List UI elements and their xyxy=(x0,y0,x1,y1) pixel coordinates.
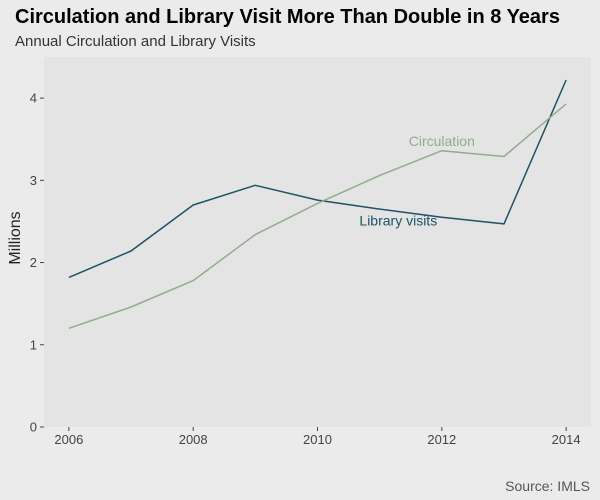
library-visits-label: Library visits xyxy=(359,213,437,229)
y-tick-label: 2 xyxy=(30,255,37,270)
source-caption: Source: IMLS xyxy=(505,478,590,494)
chart-title: Circulation and Library Visit More Than … xyxy=(15,6,560,28)
library-visits-line xyxy=(68,79,567,279)
x-tick-label: 2012 xyxy=(427,432,456,447)
axes: 0 1 2 3 4 2006 2008 2010 2012 2014 xyxy=(30,91,581,447)
y-axis-title: Millions xyxy=(7,211,24,264)
x-tick-label: 2010 xyxy=(303,432,332,447)
plot-panel xyxy=(44,57,591,427)
circulation-line xyxy=(68,103,567,330)
y-tick-label: 3 xyxy=(30,173,37,188)
series-labels: Library visits Circulation xyxy=(359,133,474,229)
x-tick-label: 2006 xyxy=(54,432,83,447)
y-tick-label: 1 xyxy=(30,337,37,352)
circulation-label: Circulation xyxy=(409,133,475,149)
series-lines xyxy=(68,79,567,330)
x-tick-label: 2008 xyxy=(179,432,208,447)
y-tick-label: 0 xyxy=(30,420,37,435)
y-tick-label: 4 xyxy=(30,91,37,106)
x-tick-label: 2014 xyxy=(552,432,581,447)
chart-subtitle: Annual Circulation and Library Visits xyxy=(15,33,256,50)
